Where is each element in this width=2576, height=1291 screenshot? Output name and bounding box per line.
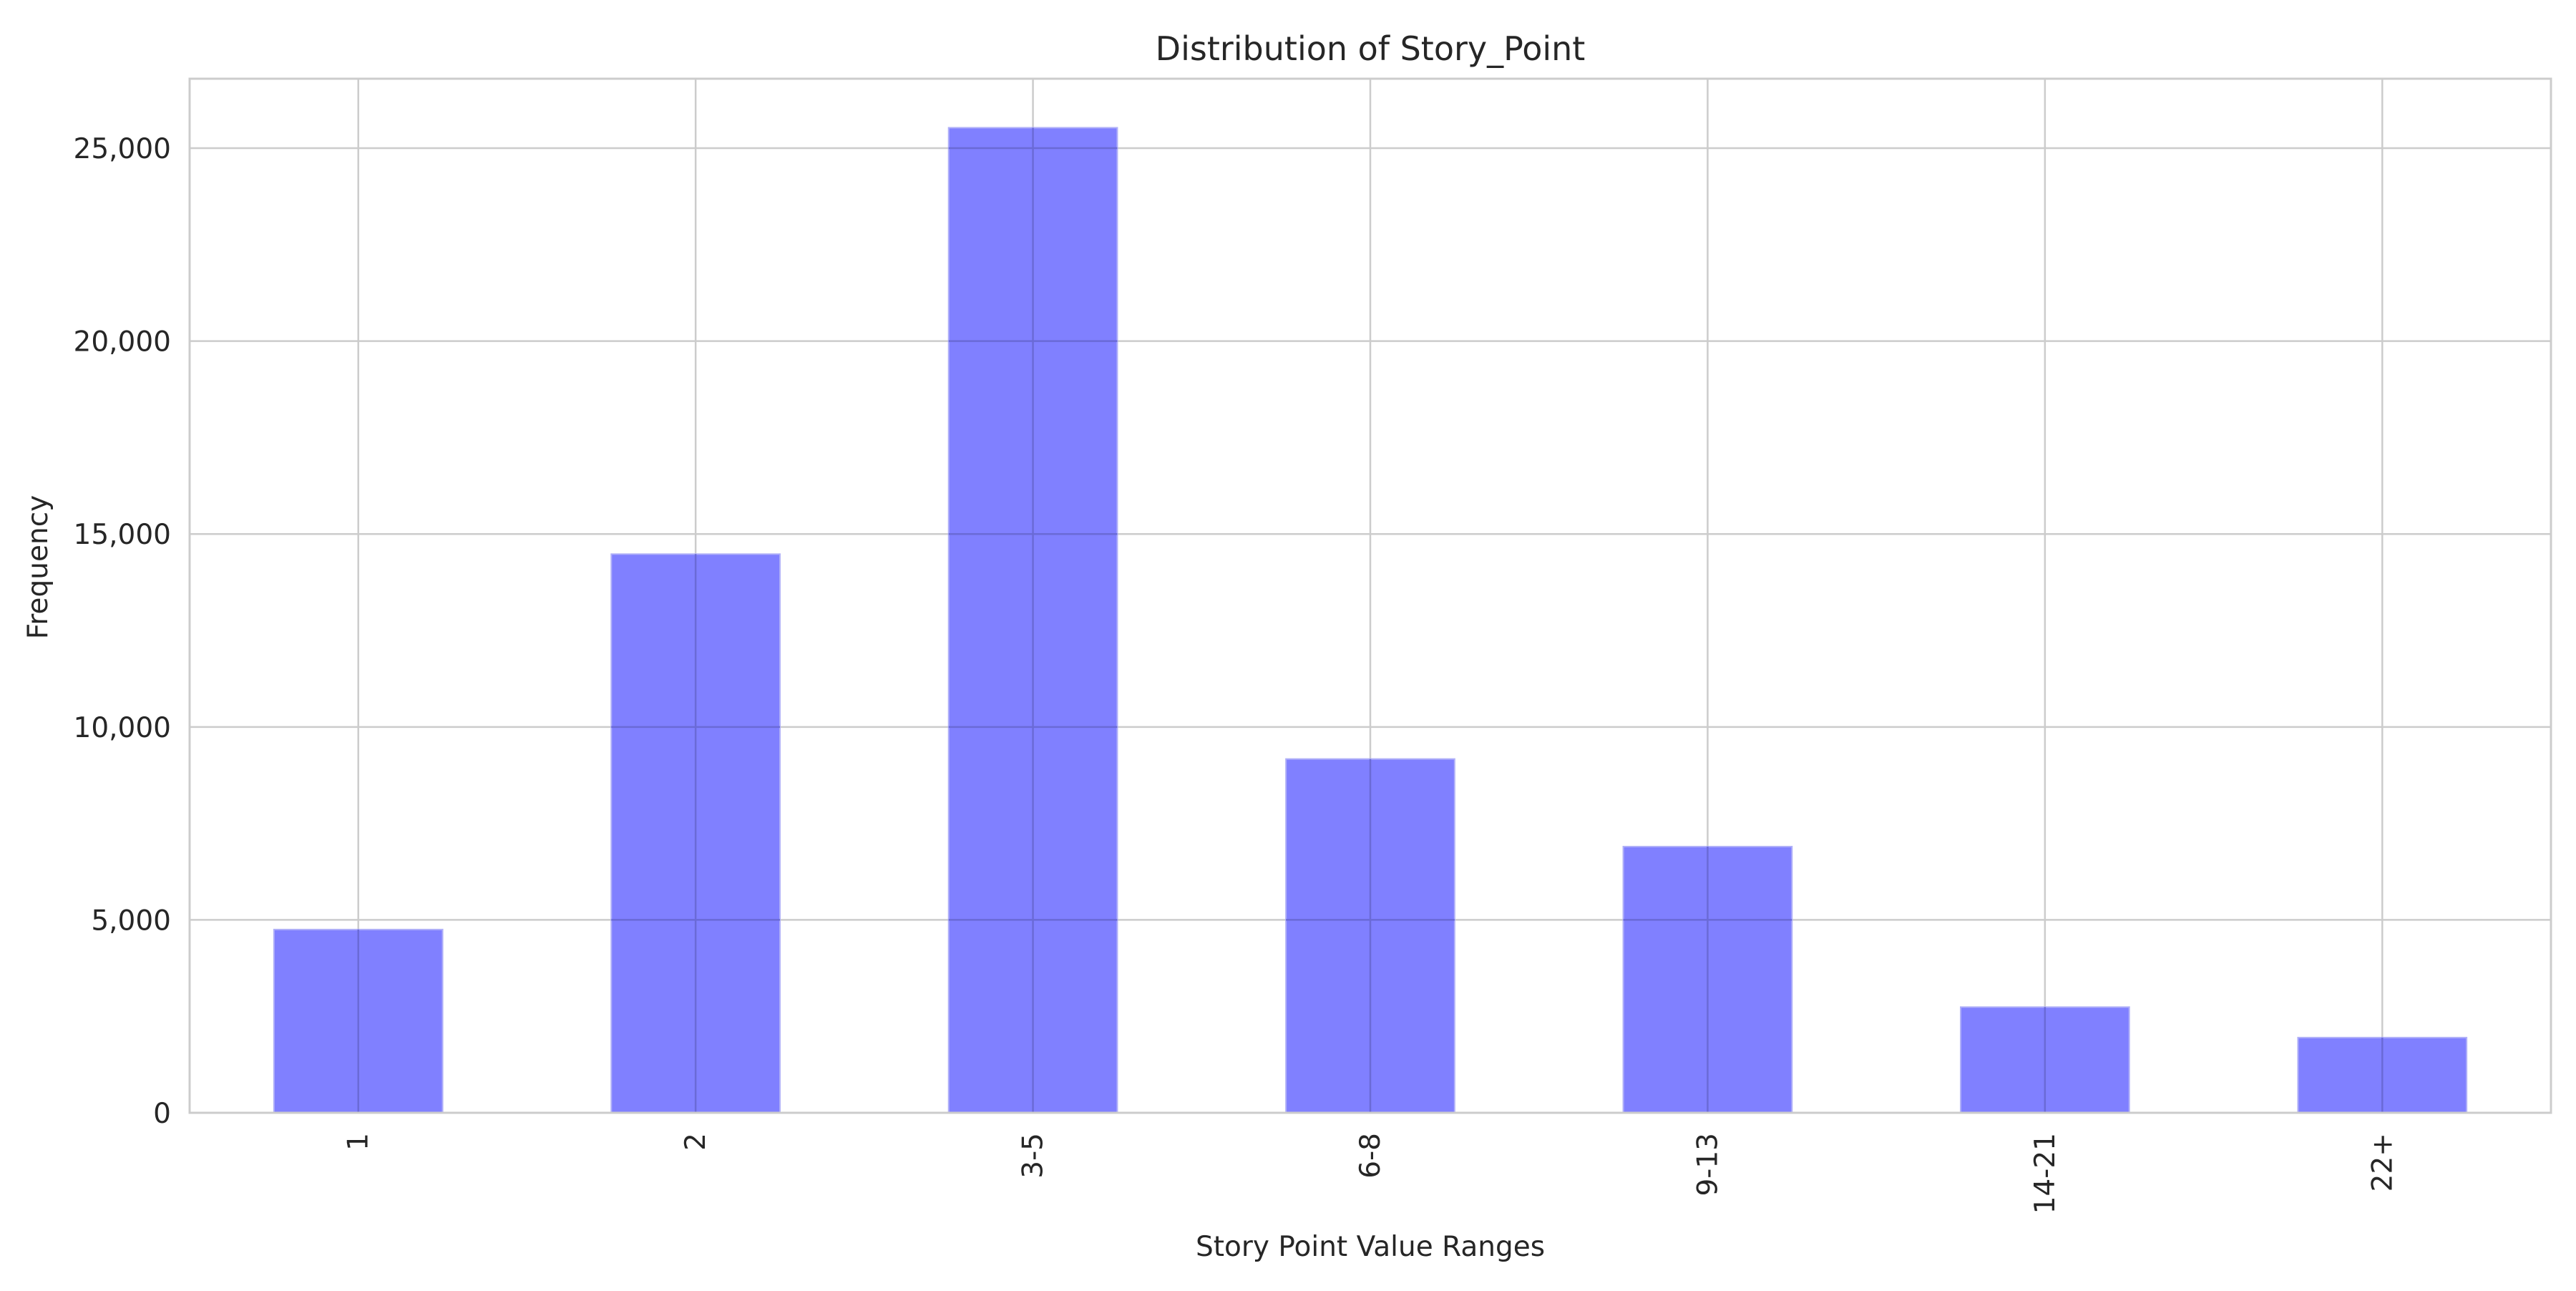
x-tick-label: 2 (680, 1133, 712, 1151)
x-tick-label: 3-5 (1018, 1133, 1050, 1179)
x-tick-label: 22+ (2366, 1133, 2399, 1192)
x-tick-label: 1 (343, 1133, 375, 1151)
chart-title: Distribution of Story_Point (1156, 29, 1586, 68)
y-tick-label: 5,000 (91, 905, 171, 937)
y-tick-label: 20,000 (74, 326, 171, 359)
x-tick-label: 6-8 (1355, 1133, 1387, 1179)
x-tick-labels: 1 2 3-5 6-8 9-13 14-21 22+ (343, 1133, 2399, 1214)
x-tick-label: 9-13 (1692, 1133, 1724, 1197)
grid-overlay (357, 127, 2384, 1113)
plot-frame (188, 77, 2552, 1114)
y-tick-labels: 0 5,000 10,000 15,000 20,000 25,000 (74, 133, 171, 1130)
y-tick-label: 10,000 (74, 712, 171, 744)
grid (190, 79, 2551, 1114)
x-tick-label: 14-21 (2029, 1133, 2062, 1214)
y-axis-label: Frequency (22, 495, 54, 639)
x-axis-label: Story Point Value Ranges (1196, 1231, 1545, 1263)
y-tick-label: 15,000 (74, 519, 171, 551)
y-tick-label: 25,000 (74, 133, 171, 165)
y-tick-label: 0 (153, 1098, 171, 1130)
